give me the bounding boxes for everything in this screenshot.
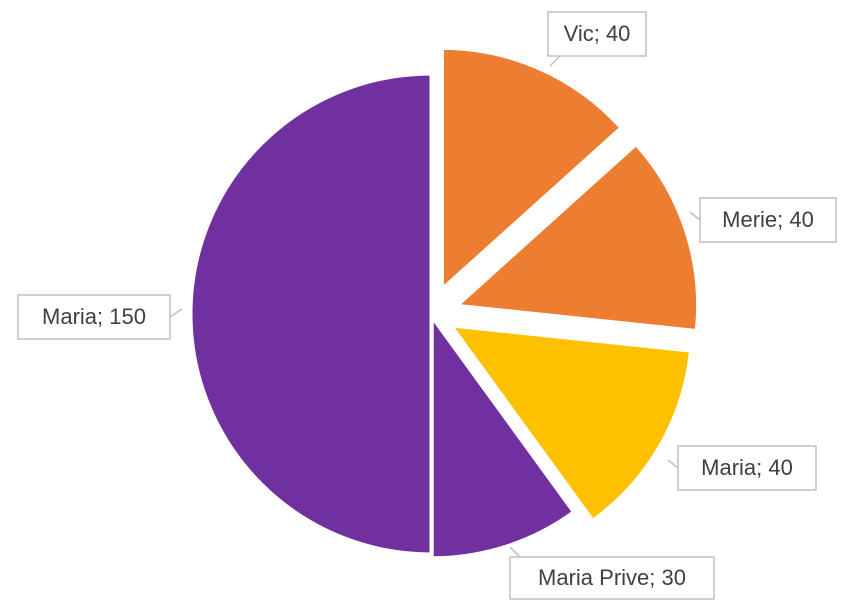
pie-slice xyxy=(430,313,576,560)
data-label: Maria; 150 xyxy=(42,304,146,329)
label-box xyxy=(509,556,715,600)
label-callout xyxy=(549,55,561,67)
data-label: Maria Prive; 30 xyxy=(538,565,686,590)
pie-slice xyxy=(440,46,623,292)
label-callout xyxy=(689,211,701,221)
pie-slice xyxy=(189,72,433,556)
label-box xyxy=(699,197,837,243)
label-callout xyxy=(169,308,183,318)
label-box xyxy=(547,11,647,57)
data-label: Vic; 40 xyxy=(564,21,631,46)
label-box xyxy=(17,294,171,340)
label-callout xyxy=(509,546,521,558)
label-callout xyxy=(667,459,679,469)
label-box xyxy=(677,445,817,491)
pie-slice xyxy=(448,324,693,523)
pie-slice xyxy=(454,142,700,333)
data-label: Maria; 40 xyxy=(701,455,793,480)
data-label: Merie; 40 xyxy=(722,207,814,232)
